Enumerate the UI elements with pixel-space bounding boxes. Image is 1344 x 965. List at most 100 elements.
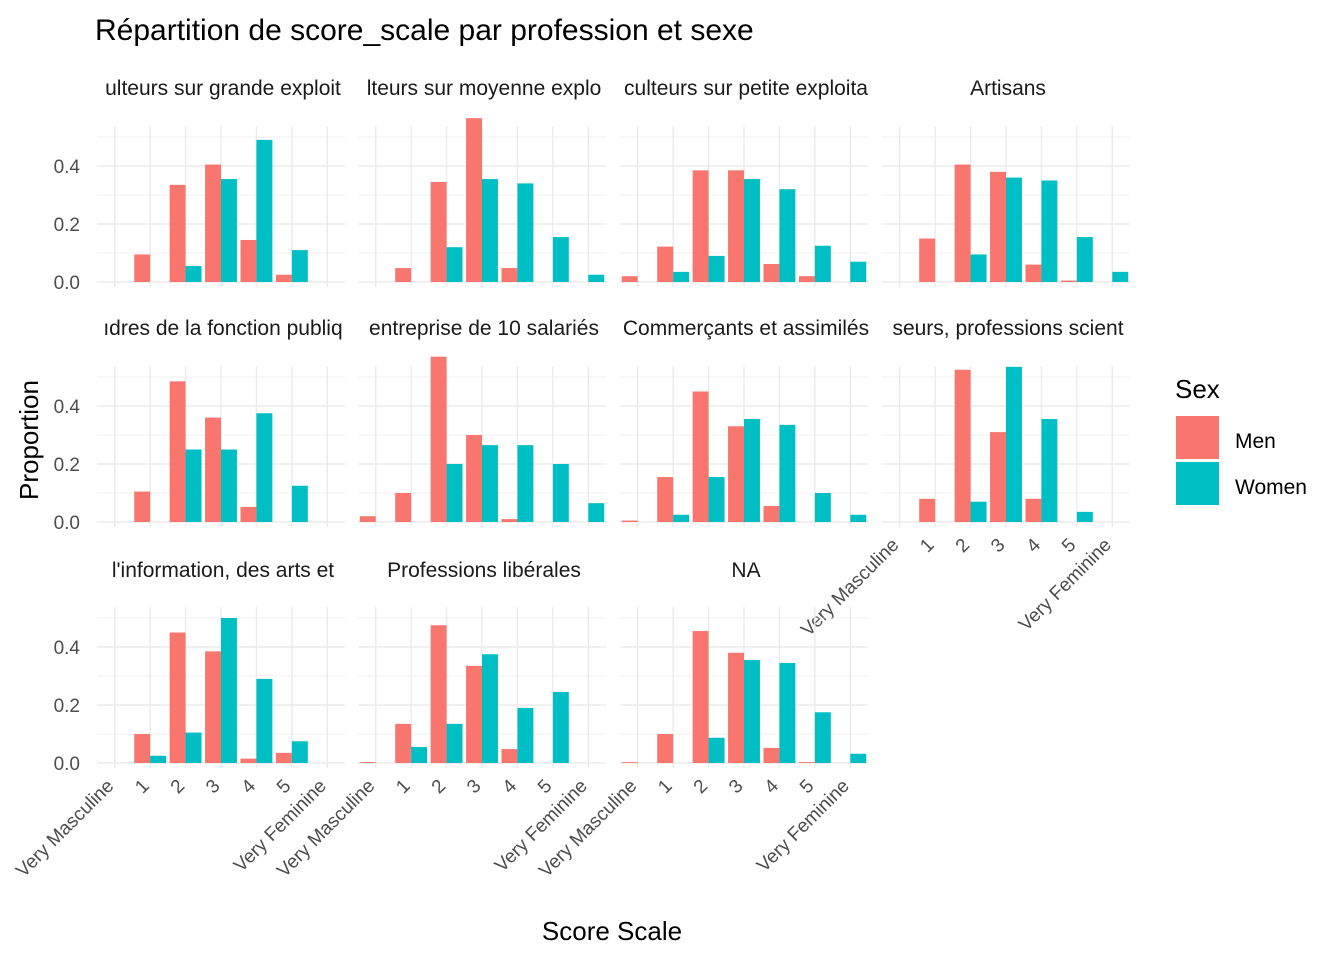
bar-men [240, 758, 257, 763]
legend-key-men [1176, 416, 1219, 459]
bar-men [134, 491, 151, 522]
bar-men [501, 268, 518, 282]
bar-women [482, 445, 498, 522]
x-tick-label: Very Masculine [12, 776, 118, 882]
x-tick-label: 2 [167, 776, 189, 798]
bar-women [779, 189, 796, 282]
x-tick-label: 2 [690, 776, 712, 798]
facet-strip-title: culteurs sur petite exploita [624, 77, 868, 100]
facet-panel: Artisans [882, 77, 1130, 287]
bar-women [850, 514, 867, 522]
bar-women [708, 737, 725, 763]
bar-women [291, 250, 308, 282]
bar-men [763, 747, 780, 763]
x-tick-label: 5 [534, 776, 556, 798]
bar-women [814, 493, 831, 522]
facet-strip-title: NA [731, 559, 760, 582]
x-tick-label: 4 [1023, 534, 1046, 557]
facet-strip-title: ıdres de la fonction publiq [103, 317, 342, 340]
x-tick-label: 3 [987, 535, 1009, 557]
x-tick-label: 1 [131, 776, 153, 798]
bar-men [275, 752, 292, 763]
bar-men [1025, 498, 1042, 522]
bar-women [517, 445, 534, 522]
x-tick-label: 4 [238, 775, 261, 798]
y-tick-label: 0.0 [54, 273, 80, 294]
y-axis-label: Proportion [14, 380, 44, 500]
bar-women [970, 501, 987, 522]
bar-men [621, 520, 638, 522]
bar-men [621, 276, 638, 282]
bar-women [185, 266, 202, 282]
bar-men [134, 254, 151, 282]
legend-label-men: Men [1235, 430, 1276, 453]
bar-men [359, 516, 376, 522]
x-tick-label: 4 [499, 775, 522, 798]
bar-women [970, 254, 987, 282]
bar-women [256, 678, 273, 763]
bar-women [1006, 366, 1022, 522]
x-tick-label: 1 [392, 776, 414, 798]
facet-panel: ulteurs sur grande exploit 0.0 0.2 0.4 [54, 77, 345, 294]
bar-women [1006, 177, 1022, 282]
y-tick-label: 0.4 [54, 638, 81, 659]
bar-men [919, 498, 936, 522]
bar-women [291, 485, 308, 522]
bar-women [673, 514, 690, 522]
bar-men [395, 268, 412, 282]
bar-men [954, 369, 971, 522]
bar-men [501, 749, 518, 763]
facet-panel: l'information, des arts et 0.0 0.2 0.4 Very … [12, 559, 345, 882]
bar-men [763, 506, 780, 522]
bar-men [430, 625, 447, 763]
bar-men [466, 435, 482, 522]
legend-key-women [1176, 462, 1219, 505]
bar-women [588, 503, 605, 522]
bar-women [446, 247, 463, 282]
y-tick-label: 0.0 [54, 754, 80, 775]
bar-men [134, 734, 151, 763]
facet-panel: lteurs sur moyenne explo [358, 77, 606, 287]
bar-men [466, 665, 482, 763]
bar-men [990, 432, 1006, 522]
bar-women [185, 732, 202, 763]
bar-women [517, 707, 534, 763]
bar-men [169, 632, 186, 763]
bar-men [692, 391, 709, 522]
facet-strip-title: seurs, professions scient [892, 317, 1123, 340]
bar-women [221, 179, 237, 282]
facet-panel: ıdres de la fonction publiq 0.0 0.2 0.4 [54, 317, 345, 534]
bar-women [1076, 237, 1093, 282]
bar-men [501, 519, 518, 522]
x-tick-label: 3 [202, 776, 224, 798]
bar-men [657, 477, 674, 522]
bar-men [798, 276, 815, 282]
bar-men [395, 723, 412, 763]
bar-women [673, 271, 690, 282]
legend-label-women: Women [1235, 476, 1307, 499]
bar-women [411, 747, 428, 763]
facet-strip-title: ulteurs sur grande exploit [105, 77, 341, 100]
bar-women [256, 139, 273, 282]
x-axis-label: Score Scale [542, 916, 682, 946]
bar-women [1041, 180, 1058, 282]
bar-men [430, 181, 447, 282]
bar-men [692, 631, 709, 763]
facet-strip-title: entreprise de 10 salariés [369, 317, 599, 340]
bar-men [621, 762, 638, 763]
bar-women [779, 424, 796, 522]
bar-men [1060, 280, 1077, 282]
bar-women [850, 261, 867, 282]
bar-men [169, 184, 186, 282]
bar-women [744, 419, 760, 522]
bar-women [221, 449, 237, 522]
panels-layer: ulteurs sur grande exploit 0.0 0.2 0.4 lteur… [12, 77, 1130, 882]
bar-men [466, 118, 482, 283]
bar-men [205, 651, 221, 763]
chart-title: Répartition de score_scale par professio… [95, 14, 754, 47]
bar-women [814, 712, 831, 763]
y-tick-label: 0.0 [54, 513, 80, 534]
